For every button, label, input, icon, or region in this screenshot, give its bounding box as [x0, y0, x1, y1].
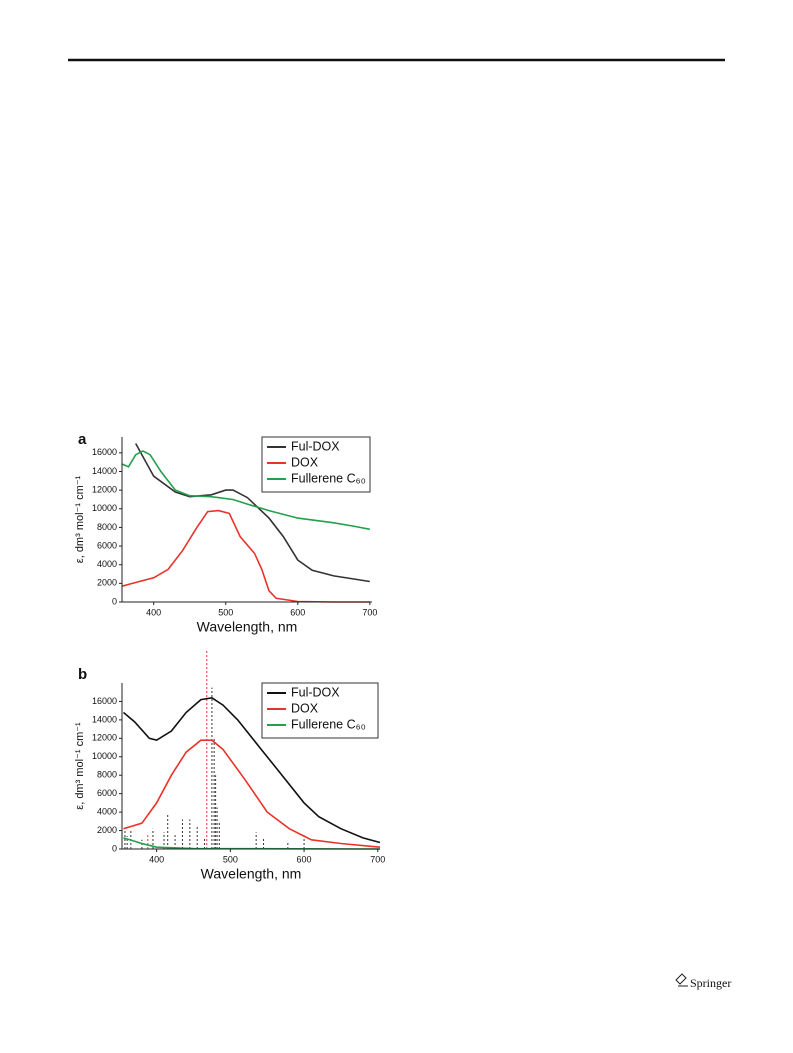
y-tick-label: 4000 — [97, 806, 117, 816]
y-tick-label: 12000 — [92, 485, 117, 495]
panel-label: b — [78, 666, 87, 683]
legend-label: Ful-DOX — [291, 685, 340, 699]
legend-label: Fullerene C₆₀ — [291, 471, 366, 485]
y-tick-label: 6000 — [97, 540, 117, 550]
x-tick-label: 500 — [223, 854, 238, 864]
y-tick-label: 0 — [112, 596, 117, 606]
series-line — [121, 509, 370, 603]
springer-logo — [675, 973, 688, 987]
series-line — [123, 739, 381, 848]
x-tick-label: 600 — [290, 607, 305, 617]
x-tick-label: 500 — [218, 607, 233, 617]
x-tick-label: 700 — [362, 607, 377, 617]
x-tick-label: 400 — [146, 607, 161, 617]
y-tick-label: 8000 — [97, 770, 117, 780]
y-tick-label: 0 — [112, 843, 117, 853]
y-tick-label: 2000 — [97, 825, 117, 835]
y-tick-label: 4000 — [97, 559, 117, 569]
publisher: Springer — [690, 976, 731, 990]
series-line — [134, 443, 370, 583]
panel-label: a — [78, 431, 87, 448]
y-tick-label: 16000 — [92, 696, 117, 706]
y-axis-title: ε, dm³ mol⁻¹ cm⁻¹ — [74, 722, 86, 810]
y-tick-label: 10000 — [92, 503, 117, 513]
y-tick-label: 16000 — [92, 447, 117, 457]
y-tick-label: 6000 — [97, 788, 117, 798]
y-tick-label: 2000 — [97, 578, 117, 588]
x-axis-title: Wavelength, nm — [197, 619, 298, 635]
x-axis-title: Wavelength, nm — [201, 866, 302, 882]
y-tick-label: 10000 — [92, 751, 117, 761]
legend-label: Ful-DOX — [291, 439, 340, 453]
y-tick-label: 14000 — [92, 714, 117, 724]
legend-label: DOX — [291, 455, 319, 469]
y-tick-label: 12000 — [92, 733, 117, 743]
series-line — [122, 696, 381, 844]
x-tick-label: 700 — [370, 854, 385, 864]
y-axis-title: ε, dm³ mol⁻¹ cm⁻¹ — [74, 475, 86, 563]
y-tick-label: 8000 — [97, 522, 117, 532]
y-tick-label: 14000 — [92, 466, 117, 476]
x-tick-label: 600 — [297, 854, 312, 864]
legend-label: DOX — [291, 701, 319, 715]
legend-label: Fullerene C₆₀ — [291, 717, 366, 731]
x-tick-label: 400 — [149, 854, 164, 864]
series-line — [121, 450, 370, 531]
